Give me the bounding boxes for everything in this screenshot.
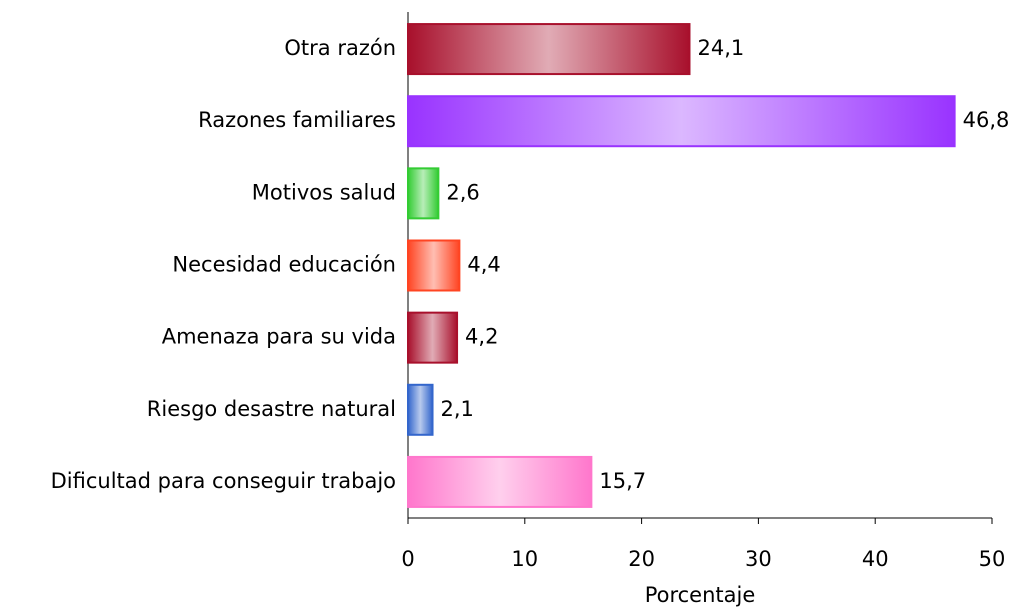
bar — [407, 383, 434, 436]
bar — [407, 311, 459, 364]
y-tick-label: Dificultad para conseguir trabajo — [51, 469, 396, 493]
y-tick-label: Otra razón — [284, 36, 396, 60]
bar — [407, 23, 691, 76]
data-label: 15,7 — [599, 469, 646, 493]
x-tick-label: 0 — [401, 547, 414, 571]
y-tick-label: Riesgo desastre natural — [147, 397, 396, 421]
x-tick-label: 10 — [511, 547, 538, 571]
x-tick-label: 30 — [745, 547, 772, 571]
y-tick-label: Razones familiares — [198, 108, 396, 132]
y-tick-label: Motivos salud — [252, 180, 396, 204]
data-label: 24,1 — [697, 36, 744, 60]
x-tick-label: 50 — [979, 547, 1006, 571]
data-label: 2,6 — [446, 180, 479, 204]
y-tick-label: Necesidad educación — [172, 253, 396, 277]
data-label: 4,4 — [467, 253, 500, 277]
bar — [407, 95, 956, 148]
x-tick-label: 20 — [628, 547, 655, 571]
x-tick-label: 40 — [862, 547, 889, 571]
data-label: 2,1 — [441, 397, 474, 421]
bar — [407, 455, 593, 508]
x-axis-title: Porcentaje — [645, 583, 756, 607]
data-label: 4,2 — [465, 325, 498, 349]
y-tick-label: Amenaza para su vida — [162, 325, 396, 349]
data-label: 46,8 — [963, 108, 1010, 132]
bar — [407, 167, 440, 220]
bar — [407, 239, 461, 292]
